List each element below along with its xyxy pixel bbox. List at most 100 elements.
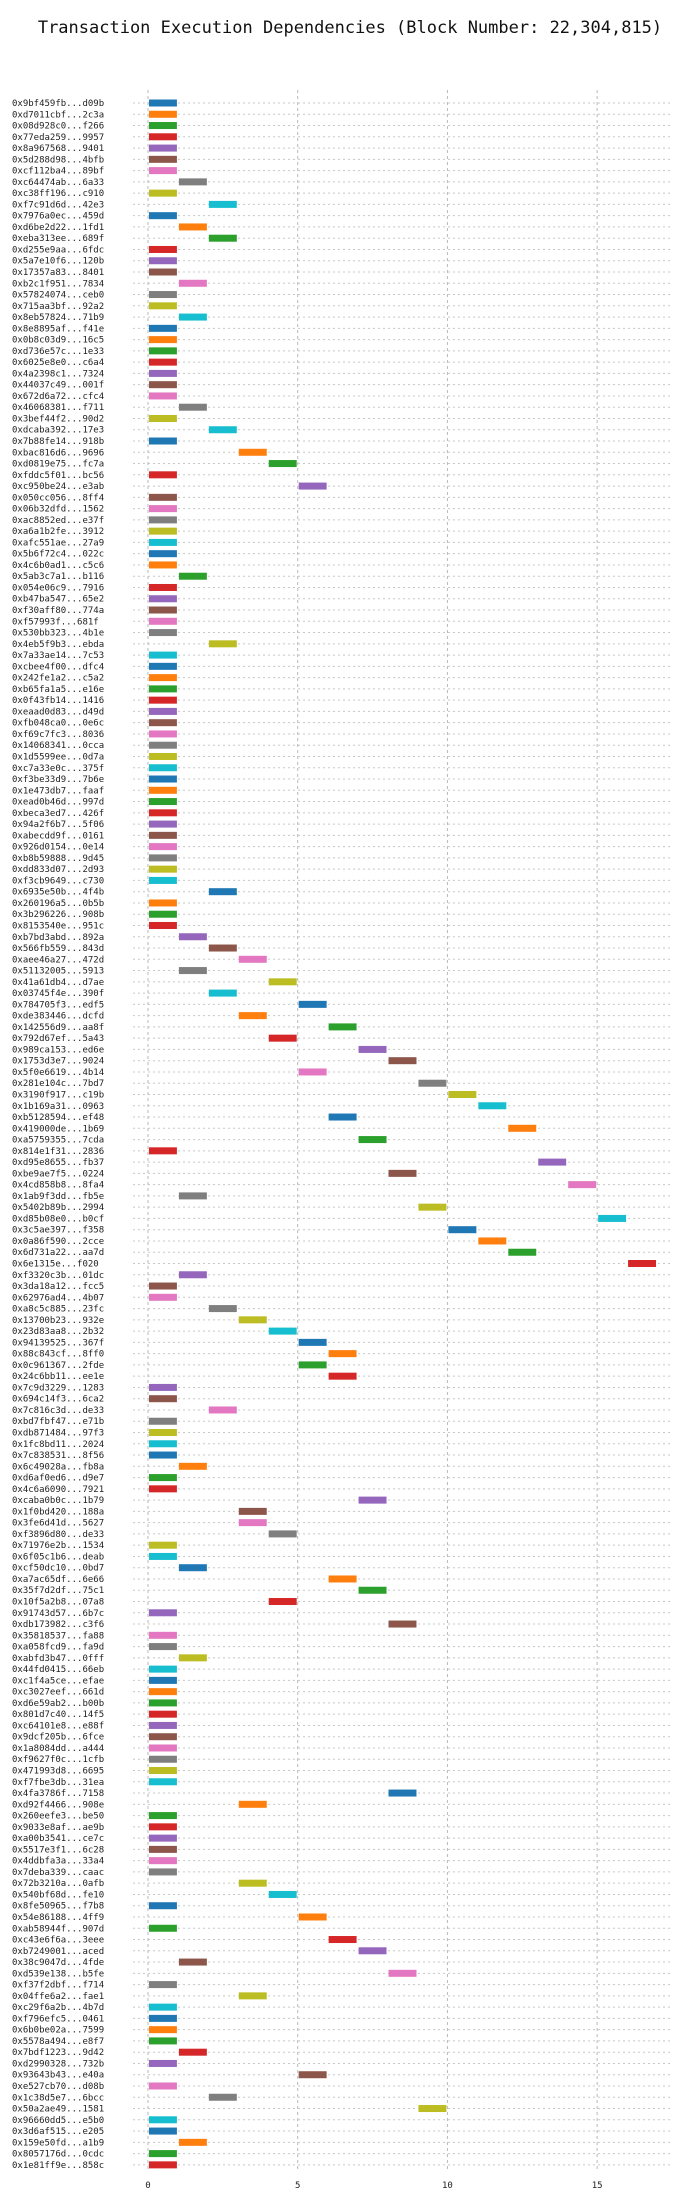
y-tick-label: 0xc3027eef...661d bbox=[12, 1688, 104, 1698]
transaction-bar bbox=[268, 460, 297, 468]
transaction-bar bbox=[148, 1688, 177, 1696]
transaction-bar bbox=[208, 944, 237, 952]
transaction-bar bbox=[178, 2048, 207, 2056]
y-tick-label: 0x7976a0ec...459d bbox=[12, 212, 104, 222]
y-tick-label: 0x41a61db4...d7ae bbox=[12, 978, 104, 988]
y-tick-label: 0x4cd858b8...8fa4 bbox=[12, 1181, 104, 1191]
transaction-bar bbox=[208, 200, 237, 208]
transaction-bar bbox=[148, 1778, 177, 1786]
transaction-bar bbox=[148, 1383, 177, 1391]
transaction-bar bbox=[298, 482, 327, 490]
transaction-bar bbox=[148, 1485, 177, 1493]
transaction-bar bbox=[178, 1564, 207, 1572]
transaction-bar bbox=[508, 1248, 537, 1256]
transaction-bar bbox=[148, 1721, 177, 1729]
y-tick-label: 0x88c843cf...8ff0 bbox=[12, 1350, 104, 1360]
y-tick-label: 0x260eefe3...be50 bbox=[12, 1812, 104, 1822]
y-tick-label: 0x51132005...5913 bbox=[12, 967, 104, 977]
y-tick-label: 0x159e50fd...a1b9 bbox=[12, 2138, 104, 2148]
transaction-bar bbox=[178, 1958, 207, 1966]
y-tick-label: 0x1753d3e7...9024 bbox=[12, 1057, 104, 1067]
transaction-bar bbox=[298, 1338, 327, 1346]
y-tick-label: 0x7c9d3229...1283 bbox=[12, 1383, 104, 1393]
transaction-bar bbox=[148, 1643, 177, 1651]
y-tick-label: 0xac8852ed...e37f bbox=[12, 516, 104, 526]
transaction-bar bbox=[178, 313, 207, 321]
y-tick-label: 0xabecdd9f...0161 bbox=[12, 831, 104, 841]
y-tick-label: 0xc38ff196...c910 bbox=[12, 189, 104, 199]
transaction-bar bbox=[148, 2116, 177, 2124]
y-tick-label: 0x1fc8bd11...2024 bbox=[12, 1440, 104, 1450]
transaction-bar bbox=[148, 1845, 177, 1853]
transaction-bar bbox=[538, 1158, 567, 1166]
y-tick-label: 0x0f43fb14...1416 bbox=[12, 696, 104, 706]
y-tick-label: 0x5b6f72c4...022c bbox=[12, 550, 104, 560]
transaction-bar bbox=[178, 572, 207, 580]
transaction-bar bbox=[148, 629, 177, 637]
transaction-bar bbox=[388, 1057, 417, 1065]
transaction-bar bbox=[358, 1136, 387, 1144]
y-tick-label: 0x35f7d2df...75c1 bbox=[12, 1586, 104, 1596]
transaction-bar bbox=[148, 606, 177, 614]
transaction-bar bbox=[148, 899, 177, 907]
y-tick-label: 0x9bf459fb...d09b bbox=[12, 99, 104, 109]
y-tick-label: 0x6c49028a...fb8a bbox=[12, 1462, 104, 1472]
y-tick-label: 0xb7249001...aced bbox=[12, 1947, 104, 1957]
transaction-bar bbox=[178, 178, 207, 186]
transaction-bar bbox=[298, 2071, 327, 2079]
y-tick-label: 0xf3896d80...de33 bbox=[12, 1530, 104, 1540]
y-tick-label: 0x6d731a22...aa7d bbox=[12, 1248, 104, 1258]
transaction-bar bbox=[148, 854, 177, 862]
y-tick-label: 0x6025e8e0...c6a4 bbox=[12, 358, 104, 368]
transaction-bar bbox=[148, 110, 177, 118]
y-tick-label: 0xf57993f...681f bbox=[12, 617, 99, 627]
transaction-bar bbox=[328, 1575, 357, 1583]
transaction-bar bbox=[148, 527, 177, 535]
transaction-bar bbox=[148, 1609, 177, 1617]
transaction-bar bbox=[208, 234, 237, 242]
y-tick-label: 0x94139525...367f bbox=[12, 1338, 104, 1348]
y-tick-label: 0xdb173982...c3f6 bbox=[12, 1620, 104, 1630]
transaction-bar bbox=[298, 1068, 327, 1076]
y-tick-label: 0x1b169a31...0963 bbox=[12, 1102, 104, 1112]
grid-lines bbox=[133, 90, 672, 2172]
transaction-bar bbox=[358, 1496, 387, 1504]
transaction-bar bbox=[148, 1676, 177, 1684]
transaction-bar bbox=[178, 1654, 207, 1662]
y-tick-label: 0xd2990328...732b bbox=[12, 2059, 104, 2069]
transaction-bar bbox=[148, 122, 177, 130]
y-tick-label: 0xc1f4a5ce...efae bbox=[12, 1676, 104, 1686]
transaction-bar bbox=[148, 437, 177, 445]
transaction-bar bbox=[238, 448, 267, 456]
transaction-bar bbox=[388, 1789, 417, 1797]
transaction-bar bbox=[148, 1902, 177, 1910]
x-tick-label: 15 bbox=[592, 2181, 603, 2191]
y-tick-label: 0xabfd3b47...0fff bbox=[12, 1654, 104, 1664]
transaction-bar bbox=[208, 2093, 237, 2101]
transaction-bar bbox=[148, 516, 177, 524]
transaction-bar bbox=[148, 471, 177, 479]
transaction-bar bbox=[358, 1045, 387, 1053]
y-tick-label: 0xb47ba547...65e2 bbox=[12, 595, 104, 605]
y-tick-label: 0x8eb57824...71b9 bbox=[12, 313, 104, 323]
transaction-bar bbox=[148, 1755, 177, 1763]
y-tick-label: 0xa5759355...7cda bbox=[12, 1136, 104, 1146]
y-tick-label: 0x566fb559...843d bbox=[12, 944, 104, 954]
y-tick-label: 0xc29f6a2b...4b7d bbox=[12, 2003, 104, 2013]
y-tick-label: 0xd6af0ed6...d9e7 bbox=[12, 1474, 104, 1484]
y-tick-label: 0x24c6bb11...ee1e bbox=[12, 1372, 104, 1382]
y-tick-label: 0xf3cb9649...c730 bbox=[12, 876, 104, 886]
transaction-bar bbox=[148, 876, 177, 884]
transaction-bar bbox=[148, 1417, 177, 1425]
y-tick-label: 0x7b88fe14...918b bbox=[12, 437, 104, 447]
y-tick-label: 0x5f0e6619...4b14 bbox=[12, 1068, 104, 1078]
transaction-bar bbox=[148, 133, 177, 141]
y-tick-label: 0xf9627f0c...1cfb bbox=[12, 1755, 104, 1765]
transaction-bar bbox=[598, 1214, 627, 1222]
y-tick-label: 0x1a8084dd...a444 bbox=[12, 1744, 104, 1754]
y-tick-label: 0x03745f4e...390f bbox=[12, 989, 104, 999]
transaction-bar bbox=[148, 786, 177, 794]
y-tick-label: 0x6935e50b...4f4b bbox=[12, 888, 104, 898]
y-tick-label: 0x8057176d...0cdc bbox=[12, 2150, 104, 2160]
transaction-bar bbox=[178, 933, 207, 941]
